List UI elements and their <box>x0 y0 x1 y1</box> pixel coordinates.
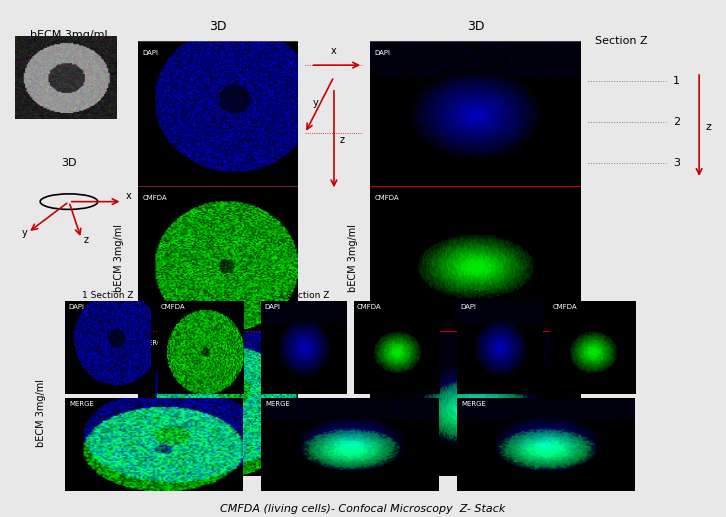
Text: CMFDA: CMFDA <box>143 195 168 201</box>
Text: bECM 3mg/ml: bECM 3mg/ml <box>114 224 123 293</box>
Text: DAPI: DAPI <box>68 303 84 310</box>
Text: CMFDA: CMFDA <box>356 303 381 310</box>
Text: MERGE: MERGE <box>265 401 290 407</box>
Text: CMFDA: CMFDA <box>160 303 185 310</box>
Title: 2 Section Z: 2 Section Z <box>278 291 330 300</box>
Text: 3D: 3D <box>467 20 484 33</box>
Text: DAPI: DAPI <box>264 303 280 310</box>
Text: x: x <box>331 46 337 56</box>
Text: Section Z: Section Z <box>595 36 647 45</box>
Text: MERGE: MERGE <box>69 401 94 407</box>
Text: z: z <box>706 121 711 131</box>
Text: 3: 3 <box>673 158 680 168</box>
Text: 1: 1 <box>673 76 680 86</box>
Text: bECM 3mg/ml: bECM 3mg/ml <box>30 30 107 40</box>
Text: y: y <box>22 228 28 238</box>
Text: bECM 3mg/ml: bECM 3mg/ml <box>36 378 46 447</box>
Text: MERGE: MERGE <box>375 340 399 345</box>
Text: DAPI: DAPI <box>143 50 159 56</box>
Text: MERGE: MERGE <box>143 340 168 345</box>
Text: z: z <box>340 135 345 145</box>
Text: CMFDA (living cells)- Confocal Microscopy  Z- Stack: CMFDA (living cells)- Confocal Microscop… <box>220 505 506 514</box>
Title: 1 Section Z: 1 Section Z <box>82 291 134 300</box>
Text: 2: 2 <box>673 117 680 127</box>
Text: CMFDA: CMFDA <box>552 303 577 310</box>
Text: DAPI: DAPI <box>460 303 476 310</box>
Text: y: y <box>312 98 318 109</box>
Text: x: x <box>126 191 131 201</box>
Text: 3D: 3D <box>61 158 77 169</box>
Text: z: z <box>83 235 89 245</box>
Text: bECM 3mg/ml: bECM 3mg/ml <box>348 224 359 293</box>
Text: CMFDA: CMFDA <box>375 195 399 201</box>
Text: MERGE: MERGE <box>461 401 486 407</box>
Title: 3 Section Z: 3 Section Z <box>474 291 526 300</box>
Text: DAPI: DAPI <box>375 50 391 56</box>
Text: 3D: 3D <box>209 20 227 33</box>
